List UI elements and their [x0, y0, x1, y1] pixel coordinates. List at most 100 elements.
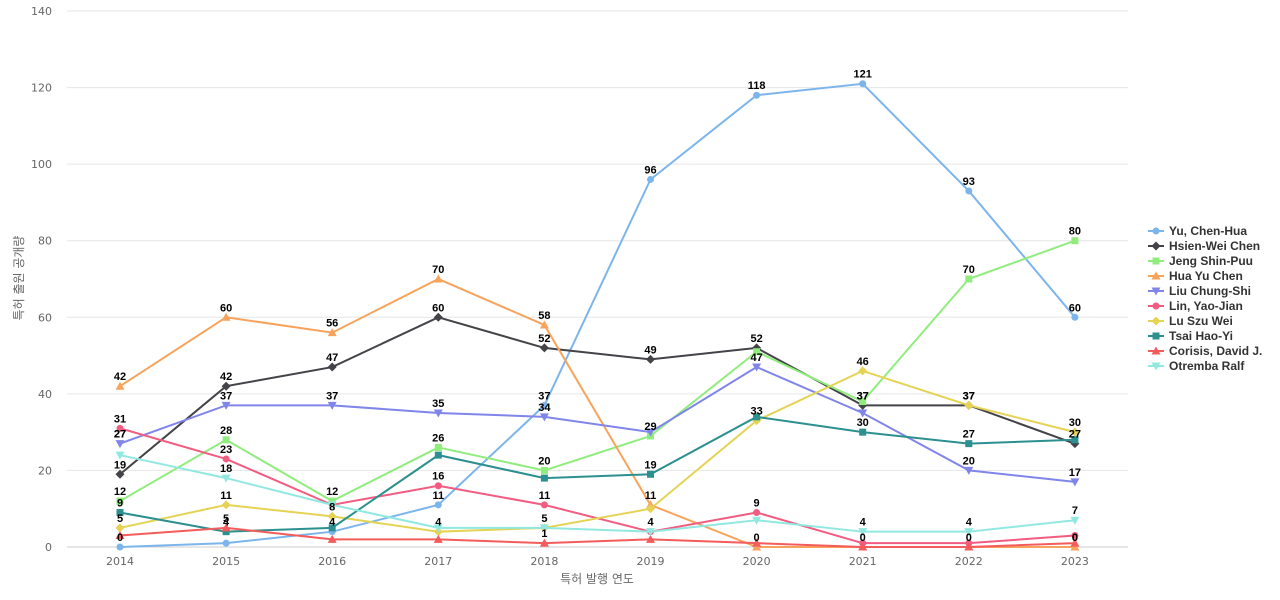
data-label: 27: [1069, 429, 1081, 441]
data-point: [1070, 427, 1080, 437]
y-axis-label: 특허 출원 공개량: [12, 236, 26, 321]
legend-item[interactable]: Hsien-Wei Chen: [1148, 239, 1260, 253]
data-label: 60: [220, 302, 232, 314]
data-point: [328, 497, 336, 505]
data-label: 4: [435, 517, 442, 529]
data-label: 1: [541, 528, 547, 540]
legend-item[interactable]: Hua Yu Chen: [1148, 269, 1243, 283]
legend-item[interactable]: Otremba Ralf: [1148, 359, 1245, 373]
data-point: [1071, 436, 1079, 444]
data-label: 70: [432, 264, 444, 276]
data-point: [434, 501, 442, 509]
x-tick-label: 2021: [849, 555, 877, 568]
data-point: [327, 534, 337, 543]
legend-item[interactable]: Lin, Yao-Jian: [1148, 299, 1243, 313]
data-point: [753, 413, 761, 421]
legend-label: Corisis, David J.: [1169, 344, 1262, 358]
data-label: 58: [538, 310, 550, 322]
data-point: [327, 511, 337, 521]
data-label: 0: [117, 532, 123, 544]
x-tick-label: 2018: [530, 555, 558, 568]
series-line: [119, 316, 1076, 476]
series-8: [115, 523, 1080, 551]
data-point: [964, 400, 974, 410]
data-point: [539, 320, 549, 329]
legend-label: Hsien-Wei Chen: [1169, 239, 1260, 253]
x-tick-label: 2019: [637, 555, 665, 568]
legend-label: Jeng Shin-Puu: [1169, 254, 1253, 268]
data-point: [753, 509, 761, 517]
data-label: 20: [538, 455, 550, 467]
data-point: [222, 436, 230, 444]
x-tick-label: 2020: [743, 555, 771, 568]
series-4: [115, 363, 1080, 487]
data-label: 11: [645, 490, 657, 502]
legend-label: Liu Chung-Shi: [1169, 284, 1251, 298]
data-label: 19: [114, 459, 126, 471]
legend-label: Tsai Hao-Yi: [1169, 329, 1233, 343]
data-point: [539, 343, 549, 353]
legend-item[interactable]: Yu, Chen-Hua: [1148, 224, 1247, 238]
data-label: 30: [1069, 417, 1081, 429]
data-label: 5: [541, 513, 547, 525]
legend-item[interactable]: Jeng Shin-Puu: [1148, 254, 1253, 268]
data-label: 37: [538, 390, 550, 402]
legend-label: Yu, Chen-Hua: [1169, 224, 1247, 238]
y-tick-label: 80: [38, 235, 52, 248]
data-point: [221, 500, 231, 510]
data-point: [327, 362, 337, 372]
legend-item[interactable]: Liu Chung-Shi: [1148, 284, 1251, 298]
data-label: 42: [220, 371, 232, 383]
legend-label: Otremba Ralf: [1169, 359, 1245, 373]
data-point: [753, 91, 761, 99]
data-point: [964, 466, 974, 475]
y-axis-ticks: 0 20 40 60 80 100 120 140: [31, 5, 52, 554]
x-tick-label: 2016: [318, 555, 346, 568]
legend-item[interactable]: Corisis, David J.: [1148, 344, 1262, 358]
data-label: 26: [432, 432, 444, 444]
data-point: [116, 543, 124, 551]
data-label: 0: [860, 532, 866, 544]
data-label: 60: [1069, 302, 1081, 314]
data-point: [222, 528, 230, 536]
x-axis-label: 특허 발행 연도: [560, 571, 634, 586]
data-point: [327, 401, 337, 410]
data-label: 8: [329, 501, 335, 513]
data-point: [646, 504, 655, 514]
series-line: [119, 369, 1076, 533]
data-point: [221, 401, 231, 410]
data-label: 93: [963, 176, 975, 188]
data-label: 0: [1072, 532, 1078, 544]
legend-symbol: [1151, 287, 1161, 296]
grid-lines: [67, 10, 1128, 548]
data-label: 9: [754, 498, 760, 510]
legend-item[interactable]: Tsai Hao-Yi: [1148, 329, 1233, 343]
data-label: 23: [220, 444, 232, 456]
legend-symbol: [1151, 346, 1161, 355]
data-label: 47: [750, 352, 762, 364]
data-point: [327, 328, 337, 337]
data-point: [434, 443, 442, 451]
data-point: [115, 523, 125, 533]
data-label: 28: [220, 425, 232, 437]
data-point: [433, 534, 443, 543]
data-point: [646, 428, 655, 437]
y-tick-label: 60: [38, 311, 52, 324]
data-label: 49: [644, 344, 656, 356]
legend-item[interactable]: Lu Szu Wei: [1148, 314, 1233, 328]
data-point: [858, 528, 868, 537]
series-9: [115, 451, 1080, 537]
data-point: [221, 474, 231, 483]
data-label: 70: [963, 264, 975, 276]
series-lines: [115, 80, 1080, 551]
data-label: 35: [432, 398, 444, 410]
legend-symbol: [1151, 271, 1161, 280]
data-point: [115, 531, 125, 540]
data-label: 29: [644, 421, 656, 433]
data-point: [1070, 516, 1080, 525]
x-tick-label: 2015: [212, 555, 240, 568]
legend-symbol: [1152, 257, 1160, 265]
data-point: [433, 274, 443, 283]
legend-label: Lin, Yao-Jian: [1169, 299, 1243, 313]
